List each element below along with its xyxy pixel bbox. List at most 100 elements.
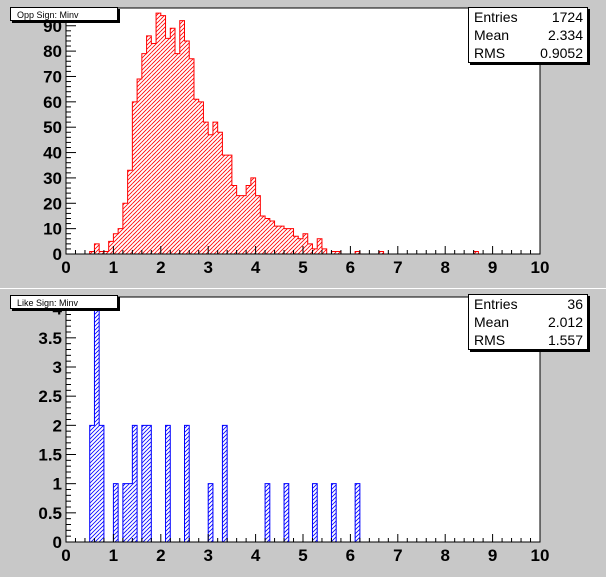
x-tick-label: 4 (251, 258, 261, 277)
histogram-bin (255, 195, 261, 254)
y-tick-label: 1.5 (38, 446, 62, 465)
histogram-bin (284, 228, 289, 254)
x-tick-label: 7 (393, 546, 402, 565)
histogram-bin (189, 58, 194, 254)
stats-mean-label: Mean (474, 27, 510, 43)
histogram-bin (303, 233, 308, 254)
histogram-bin (355, 483, 360, 542)
histogram-bin (122, 203, 128, 254)
histogram-bin (118, 228, 123, 254)
histogram-bin (99, 251, 104, 254)
histogram-bin (165, 38, 171, 255)
histogram-bin (184, 40, 190, 254)
x-tick-label: 1 (109, 258, 118, 277)
stats-mean-row: Mean 2.012 (469, 313, 587, 331)
histogram-bin (312, 248, 318, 254)
x-tick-label: 3 (203, 258, 212, 277)
histogram-bin (246, 185, 251, 254)
histogram-bin (141, 425, 147, 542)
histogram-bin (99, 425, 104, 542)
histogram-bin (355, 251, 360, 254)
y-tick-label: 2.5 (38, 387, 62, 406)
y-tick-label: 3.5 (38, 329, 62, 348)
histogram-bin (94, 243, 100, 254)
histogram-bin (198, 101, 204, 254)
histogram-bin (137, 79, 142, 254)
histogram-bin (227, 155, 232, 254)
histogram-pad-opp-sign: 0 1 2 3 4 5 6 7 8 9 10 0 10 20 30 40 50 60 70 80 90 Opp Sign… (0, 7, 606, 289)
histogram-bin (151, 43, 157, 254)
histogram-bin (260, 215, 266, 254)
histogram-bin (250, 177, 256, 254)
histogram-bars (89, 308, 360, 542)
x-tick-label: 0 (61, 546, 70, 565)
y-tick-label: 4 (53, 300, 63, 319)
stats-mean-value: 2.334 (547, 27, 583, 43)
histogram-bin (127, 170, 133, 254)
histogram-bin (184, 425, 190, 542)
x-tick-label: 6 (346, 258, 355, 277)
histogram-bin (122, 483, 128, 542)
histogram-bin (203, 122, 209, 254)
x-tick-label: 10 (531, 258, 550, 277)
histogram-bin (208, 134, 213, 254)
y-tick-label: 0 (53, 533, 62, 552)
stats-rms-label: RMS (474, 332, 506, 348)
histogram-bin (222, 425, 228, 542)
stats-rms-label: RMS (474, 45, 506, 61)
x-tick-label: 0 (61, 258, 70, 277)
histogram-bin (108, 241, 114, 254)
histogram-pad-like-sign: 0 1 2 3 4 5 6 7 8 9 10 0 0.5 1 1.5 2 2.5 3 3.5 4 Like Sign:… (0, 289, 606, 577)
histogram-bin (284, 483, 289, 542)
histogram-bin (156, 13, 161, 255)
histogram-like-sign: 0 1 2 3 4 5 6 7 8 9 10 0 0.5 1 1.5 2 2.5 3 3.5 4 (38, 296, 549, 565)
y-tick-label: 30 (43, 169, 62, 188)
histogram-bin (317, 238, 322, 254)
y-tick-label: 70 (43, 67, 62, 86)
histogram-bin (127, 483, 133, 542)
x-tick-label: 3 (203, 546, 212, 565)
x-tick-label: 2 (156, 546, 165, 565)
histogram-bin (265, 483, 270, 542)
histogram-bin (170, 28, 176, 254)
histogram-bin (89, 425, 95, 542)
histogram-bin (132, 425, 138, 542)
stats-mean-label: Mean (474, 314, 510, 330)
x-tick-label: 2 (156, 258, 165, 277)
stats-box-like-sign: Entries 36 Mean 2.012 RMS 1.557 (468, 294, 588, 350)
histogram-bars (89, 13, 479, 255)
histogram-bin (175, 53, 180, 255)
y-tick-label: 2 (53, 416, 62, 435)
histogram-bin (113, 233, 119, 254)
stats-entries-row: Entries 1724 (469, 8, 587, 26)
histogram-bin (298, 238, 303, 254)
histogram-bin (89, 251, 95, 254)
histogram-bin (473, 251, 479, 254)
pad-title-opp-sign: Opp Sign: Minv (10, 7, 118, 21)
histogram-bin (217, 132, 223, 254)
x-tick-label: 8 (440, 546, 449, 565)
histogram-bin (165, 425, 171, 542)
x-tick-label: 5 (298, 546, 307, 565)
stats-entries-value: 36 (567, 296, 583, 312)
x-tick-label: 8 (440, 258, 449, 277)
pad-title-like-sign: Like Sign: Minv (10, 295, 118, 309)
histogram-bin (146, 425, 152, 542)
histogram-bin (103, 251, 109, 254)
stats-entries-value: 1724 (551, 9, 583, 25)
histogram-bin (208, 483, 213, 542)
histogram-bin (336, 251, 341, 254)
histogram-bin (293, 236, 299, 254)
histogram-opp-sign: 0 1 2 3 4 5 6 7 8 9 10 0 10 20 30 40 50 60 70 80 90 (43, 7, 550, 277)
x-tick-label: 1 (109, 546, 118, 565)
histogram-bin (193, 99, 199, 254)
y-tick-label: 60 (43, 93, 62, 112)
y-tick-label: 1 (53, 475, 62, 494)
histogram-bin (212, 122, 218, 254)
histogram-bin (113, 483, 119, 542)
histogram-bin (279, 226, 285, 254)
histogram-bin (141, 53, 147, 255)
histogram-bin (236, 195, 242, 254)
x-tick-label: 4 (251, 546, 261, 565)
x-tick-label: 7 (393, 258, 402, 277)
